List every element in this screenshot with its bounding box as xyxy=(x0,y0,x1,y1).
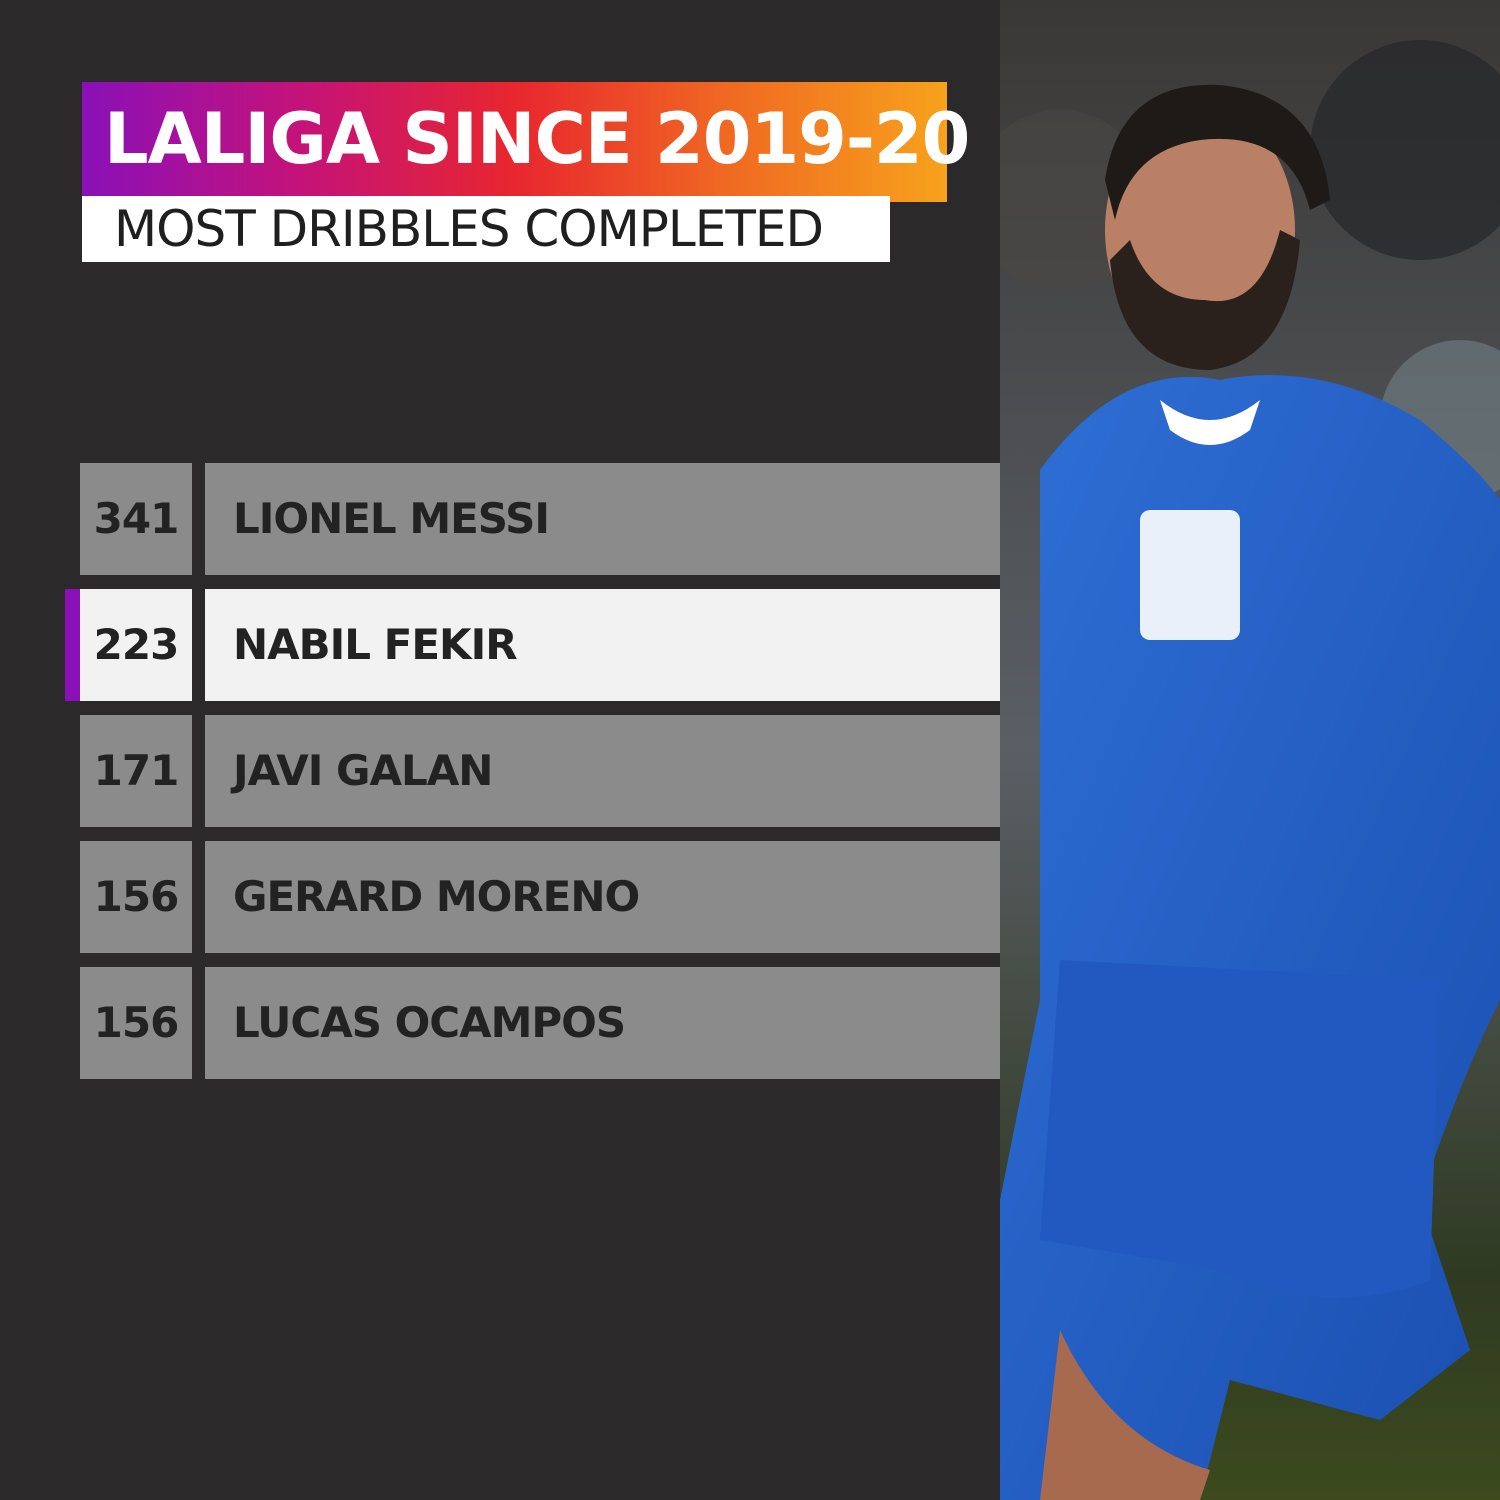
highlight-bar xyxy=(65,589,80,701)
player-photo xyxy=(1000,0,1500,1500)
player-name: GERARD MORENO xyxy=(205,841,1000,953)
dribble-count: 156 xyxy=(80,967,192,1079)
table-row: 223 NABIL FEKIR xyxy=(65,589,1000,701)
dribble-count: 171 xyxy=(80,715,192,827)
dribble-count: 223 xyxy=(80,589,192,701)
player-name: JAVI GALAN xyxy=(205,715,1000,827)
table-row: 156 LUCAS OCAMPOS xyxy=(80,967,1000,1079)
player-name: LUCAS OCAMPOS xyxy=(205,967,1000,1079)
dribble-count: 156 xyxy=(80,841,192,953)
table-row: 156 GERARD MORENO xyxy=(80,841,1000,953)
subtitle: MOST DRIBBLES COMPLETED xyxy=(114,200,824,258)
player-name: NABIL FEKIR xyxy=(205,589,1000,701)
title-box: LALIGA SINCE 2019-20 xyxy=(82,82,970,202)
subtitle-box: MOST DRIBBLES COMPLETED xyxy=(82,196,890,262)
table-row: 341 LIONEL MESSI xyxy=(80,463,1000,575)
table-row: 171 JAVI GALAN xyxy=(80,715,1000,827)
title: LALIGA SINCE 2019-20 xyxy=(104,98,970,180)
player-name: LIONEL MESSI xyxy=(205,463,1000,575)
dribble-count: 341 xyxy=(80,463,192,575)
